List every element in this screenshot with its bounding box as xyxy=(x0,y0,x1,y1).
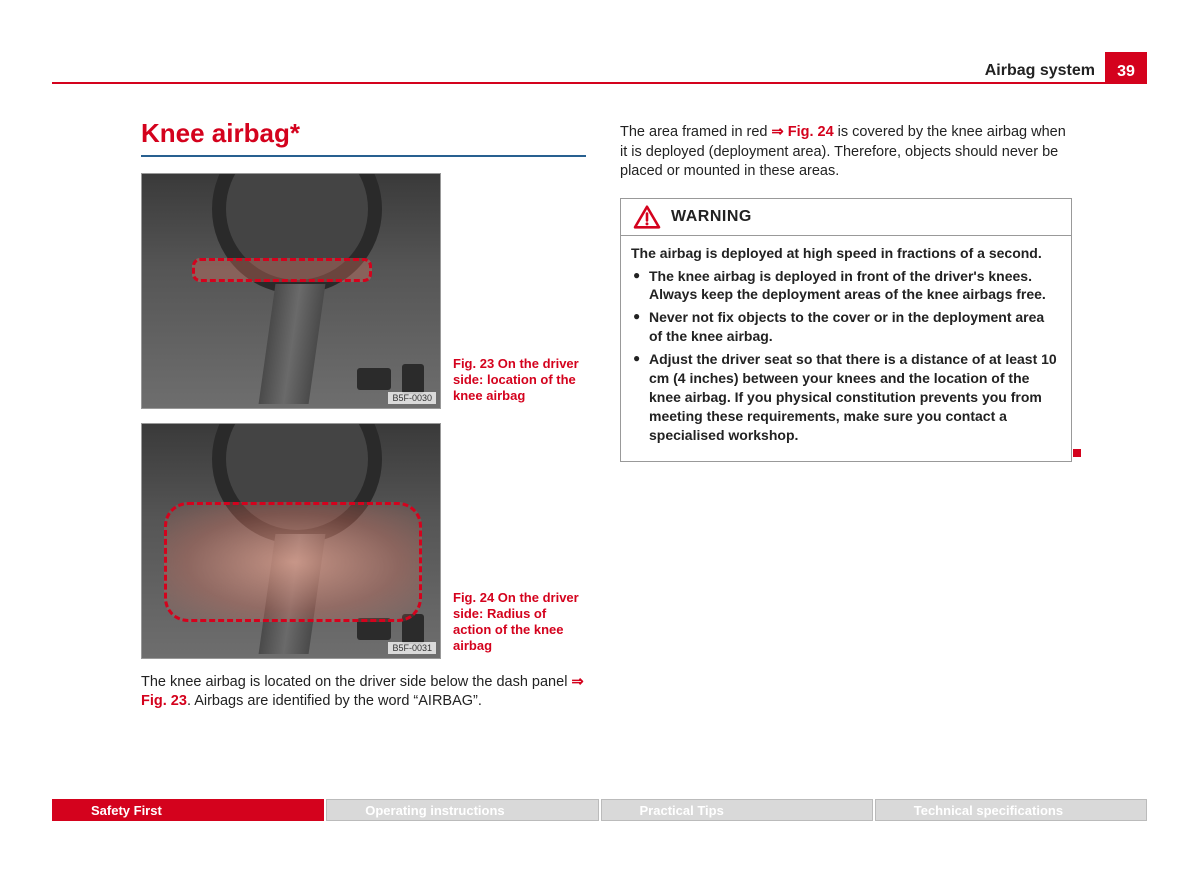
right-t1: The area framed in red xyxy=(620,124,772,140)
section-title: Knee airbag* xyxy=(141,118,586,149)
figure-23-image: B5F-0030 xyxy=(141,173,441,409)
header-section: Airbag system xyxy=(985,62,1095,80)
fig23-link[interactable]: Fig. 23 xyxy=(141,693,187,709)
warning-triangle-icon xyxy=(633,205,661,229)
left-t2: . Airbags are identified by the word “AI… xyxy=(187,693,482,709)
figure-24-caption: Fig. 24 On the driver side: Radius of ac… xyxy=(453,590,583,659)
nav-tab-tips[interactable]: Practical Tips xyxy=(601,799,873,821)
warning-title: WARNING xyxy=(671,208,752,226)
figure-24-tag: B5F-0031 xyxy=(388,642,436,654)
left-body-text: The knee airbag is located on the driver… xyxy=(141,673,586,712)
page-number: 39 xyxy=(1105,52,1147,82)
warning-body: The airbag is deployed at high speed in … xyxy=(621,236,1071,461)
airbag-zone-outline xyxy=(192,258,372,282)
arrow-icon: ⇒ xyxy=(571,674,583,690)
airbag-deploy-zone xyxy=(164,502,422,622)
figure-24-lead: Fig. 24 xyxy=(453,590,494,605)
steering-column-shape xyxy=(259,284,326,404)
figure-23-tag: B5F-0030 xyxy=(388,392,436,404)
warning-bullet: Never not fix objects to the cover or in… xyxy=(631,308,1061,346)
left-column: Knee airbag* B5F-0030 Fig. 23 On the dri… xyxy=(141,118,586,712)
figure-23-lead: Fig. 23 xyxy=(453,356,494,371)
warning-header: WARNING xyxy=(621,199,1071,236)
left-t1: The knee airbag is located on the driver… xyxy=(141,674,571,690)
figure-24-image: B5F-0031 xyxy=(141,423,441,659)
nav-tab-safety[interactable]: Safety First xyxy=(52,799,324,821)
arrow-icon: ⇒ xyxy=(772,124,788,140)
pedal-shape xyxy=(402,364,424,394)
warning-box: WARNING The airbag is deployed at high s… xyxy=(620,198,1072,462)
footer-nav: Safety First Operating instructions Prac… xyxy=(52,799,1147,821)
warning-intro: The airbag is deployed at high speed in … xyxy=(631,244,1061,263)
pedal-shape xyxy=(357,368,391,390)
right-body-text: The area framed in red ⇒ Fig. 24 is cove… xyxy=(620,123,1072,182)
header-rule xyxy=(52,82,1147,84)
nav-tab-operating[interactable]: Operating instructions xyxy=(326,799,598,821)
figure-24-row: B5F-0031 Fig. 24 On the driver side: Rad… xyxy=(141,423,586,659)
warning-bullet: Adjust the driver seat so that there is … xyxy=(631,350,1061,444)
right-column: The area framed in red ⇒ Fig. 24 is cove… xyxy=(620,123,1072,462)
section-end-marker xyxy=(1073,449,1081,457)
title-underline xyxy=(141,155,586,157)
fig24-link[interactable]: Fig. 24 xyxy=(788,124,834,140)
nav-tab-specs[interactable]: Technical specifications xyxy=(875,799,1147,821)
warning-bullet: The knee airbag is deployed in front of … xyxy=(631,267,1061,305)
figure-23-caption: Fig. 23 On the driver side: location of … xyxy=(453,356,583,409)
figure-23-row: B5F-0030 Fig. 23 On the driver side: loc… xyxy=(141,173,586,409)
